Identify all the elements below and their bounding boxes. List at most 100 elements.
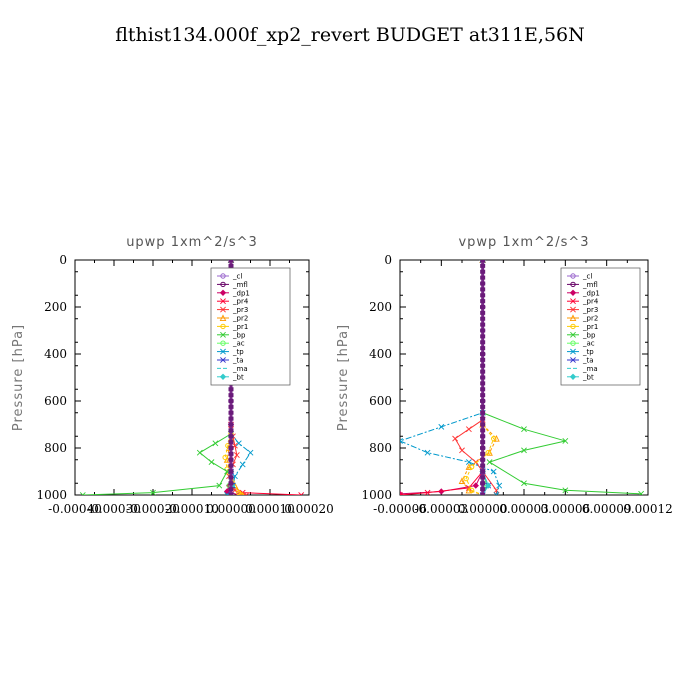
- legend-marker: [220, 348, 226, 355]
- zero-stack-marker: [228, 451, 234, 456]
- data-point: [485, 482, 492, 489]
- data-point: [212, 440, 219, 447]
- data-point: [79, 492, 86, 495]
- zero-stack-marker: [480, 322, 486, 327]
- data-point: [465, 463, 473, 470]
- x-tick-label: -0.00006: [373, 502, 427, 516]
- y-tick-label: 400: [369, 347, 392, 361]
- zero-stack-marker: [228, 410, 234, 415]
- data-point: [562, 438, 569, 444]
- zero-stack-marker: [228, 475, 234, 480]
- data-point: [468, 487, 475, 493]
- zero-stack-marker: [228, 428, 234, 433]
- zero-stack-marker: [228, 440, 234, 445]
- x-tick-label: 0.00000: [206, 502, 256, 516]
- zero-stack-marker: [228, 446, 234, 450]
- zero-stack-marker: [480, 428, 486, 433]
- legend-marker: [570, 323, 576, 330]
- zero-stack-marker: [228, 399, 234, 403]
- series-bp: [79, 260, 234, 495]
- y-tick-label: 600: [369, 394, 392, 408]
- vpwp-panel: vpwp 1xm^2/s^3 Pressure [hPa] 0 200 400 600 80…: [336, 235, 673, 516]
- data-point: [472, 482, 479, 489]
- zero-stack-marker: [228, 493, 234, 495]
- data-point: [233, 452, 240, 458]
- y-tick-label: 800: [369, 441, 392, 455]
- legend-label: _cl: [232, 273, 242, 281]
- zero-stack-marker: [480, 440, 486, 445]
- legend-marker: [570, 281, 576, 288]
- legend-marker: [220, 273, 226, 279]
- x-tick-label: 0.00003: [499, 502, 549, 516]
- data-point: [196, 449, 203, 456]
- x-tick-label: 0.00012: [623, 502, 673, 516]
- data-point: [298, 492, 305, 495]
- legend: _cl_mfl_dp1_pr4_pr3_pr2_pr1_bp_ac_tp_ta_…: [210, 267, 291, 386]
- data-point: [465, 486, 473, 494]
- zero-stack-marker: [228, 469, 234, 474]
- legend-marker: [569, 289, 577, 296]
- y-tick-label: 400: [44, 347, 67, 361]
- x-tick-label: 0.00006: [541, 502, 591, 516]
- data-point: [521, 480, 527, 487]
- legend-label: _ma: [232, 365, 248, 373]
- legend-marker: [570, 331, 576, 338]
- zero-stack-marker: [480, 293, 486, 298]
- zero-stack-marker: [228, 260, 234, 262]
- data-point: [490, 468, 497, 475]
- data-point: [521, 447, 527, 454]
- legend-label: _pr4: [582, 298, 599, 306]
- data-point: [216, 482, 223, 489]
- legend-label: _pr2: [232, 315, 248, 323]
- legend-marker: [220, 331, 226, 338]
- data-point: [235, 440, 242, 447]
- zero-stack-marker: [228, 434, 234, 439]
- panel-title: vpwp 1xm^2/s^3: [458, 235, 589, 250]
- series-line: [465, 260, 495, 495]
- y-tick-label: 0: [59, 253, 67, 267]
- zero-stack-marker: [480, 334, 486, 339]
- data-point: [424, 449, 431, 456]
- legend-label: _tp: [232, 348, 244, 356]
- zero-stack-marker: [480, 481, 486, 486]
- data-point: [458, 477, 466, 484]
- zero-stack-marker: [480, 446, 486, 450]
- zero-stack-marker: [480, 375, 486, 380]
- zero-stack-marker: [228, 404, 234, 409]
- x-tick-label: -0.00010: [165, 502, 219, 516]
- x-tick-label: 0.00010: [245, 502, 295, 516]
- zero-stack-marker: [228, 463, 234, 468]
- data-point: [493, 434, 500, 442]
- data-point: [247, 449, 254, 456]
- data-point: [490, 435, 497, 442]
- zero-stack-marker: [480, 352, 486, 356]
- zero-stack-marker: [228, 263, 234, 268]
- legend-label: _ma: [582, 365, 598, 373]
- data-point: [459, 447, 465, 454]
- zero-stack-marker: [480, 310, 486, 315]
- zero-stack-marker: [480, 422, 486, 427]
- data-point: [400, 490, 404, 495]
- x-tick-label: -0.00020: [126, 502, 180, 516]
- legend-marker: [220, 298, 226, 305]
- legend-label: _dp1: [232, 289, 250, 297]
- series-line: [400, 260, 484, 495]
- series-line: [400, 260, 500, 495]
- legend-marker: [220, 306, 226, 313]
- zero-stack-marker: [228, 457, 234, 462]
- legend-label: _ac: [582, 340, 595, 348]
- y-tick-label: 200: [369, 300, 392, 314]
- series-line: [454, 260, 497, 495]
- data-point: [485, 450, 491, 456]
- data-point: [486, 459, 493, 466]
- zero-stack-marker: [480, 340, 486, 345]
- legend-marker: [570, 298, 576, 305]
- zero-stack-marker: [480, 457, 486, 462]
- y-tick-label: 800: [44, 441, 67, 455]
- legend-label: _pr2: [582, 315, 598, 323]
- y-axis-label: Pressure [hPa]: [11, 324, 26, 431]
- zero-stack-marker: [480, 328, 486, 333]
- data-point: [496, 482, 503, 489]
- zero-stack-marker: [480, 263, 486, 268]
- y-axis-label: Pressure [hPa]: [336, 324, 351, 431]
